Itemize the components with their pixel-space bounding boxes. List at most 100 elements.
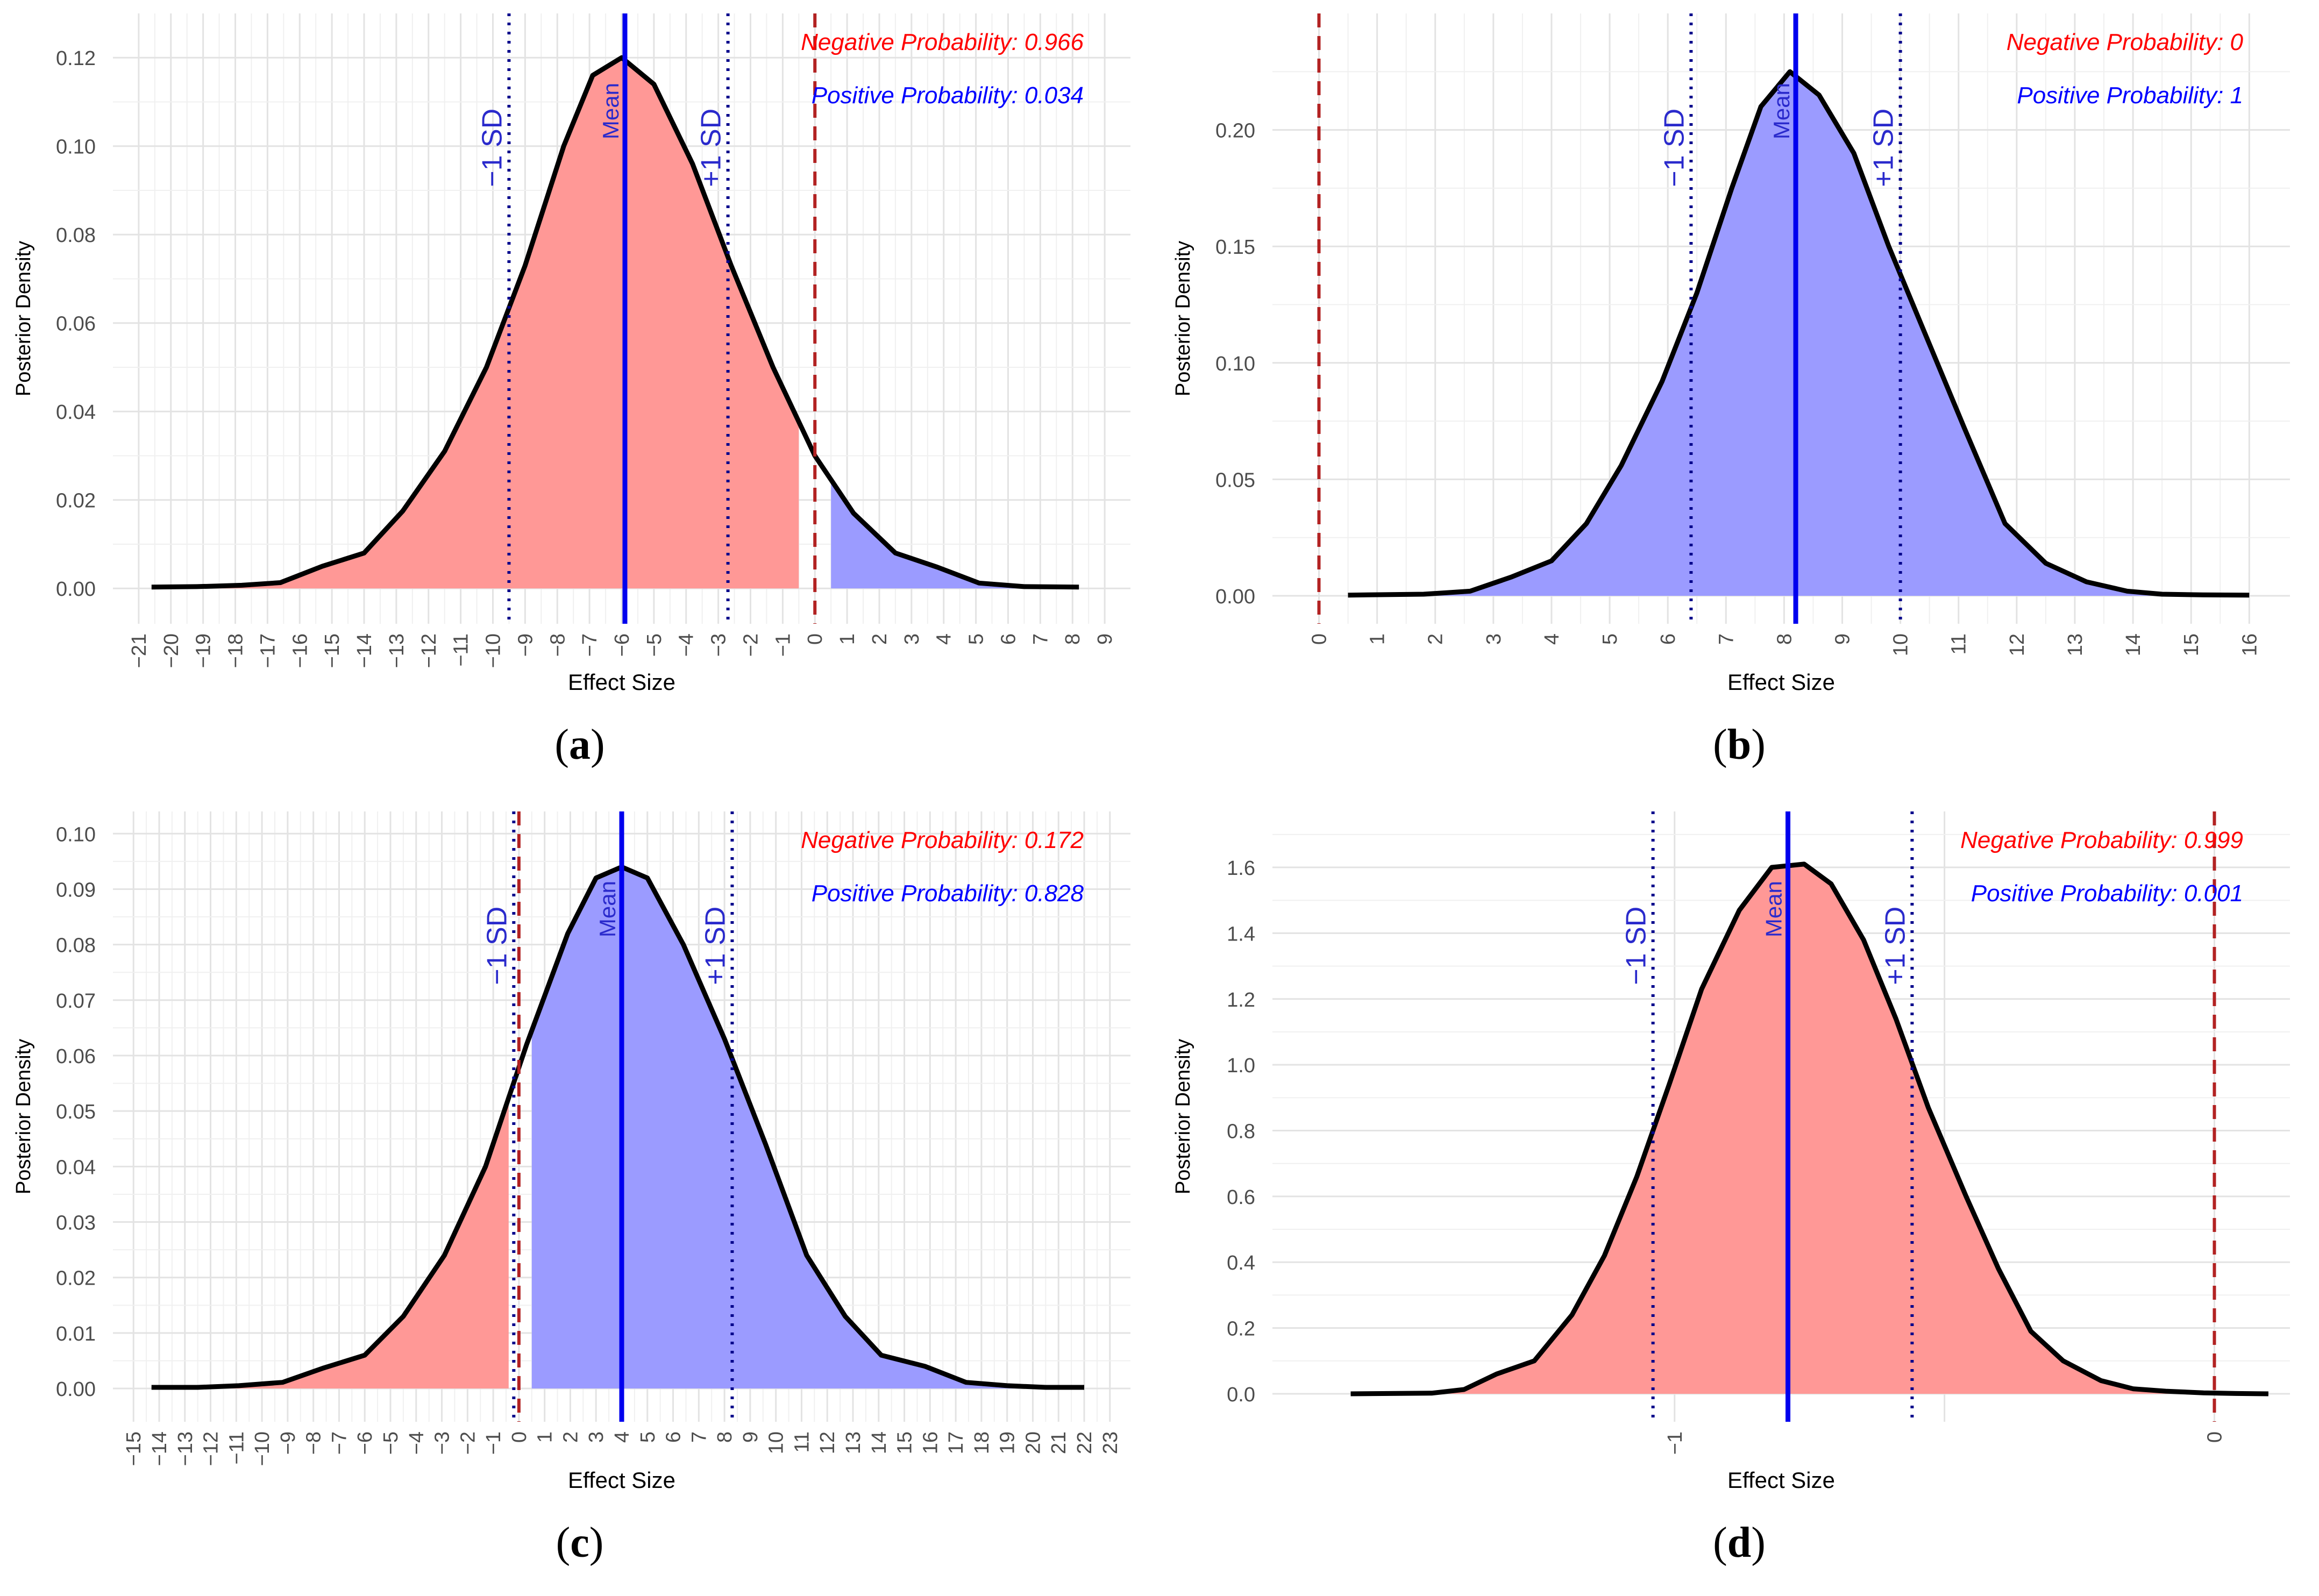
- x-tick-label: −6: [611, 633, 634, 657]
- x-axis-title: Effect Size: [568, 669, 675, 695]
- negative-area-fill: [151, 58, 799, 589]
- x-tick-label: −11: [225, 1431, 248, 1465]
- x-tick-label: 6: [1657, 633, 1680, 645]
- x-tick-label: 2: [1425, 633, 1447, 645]
- x-tick-label: −3: [708, 633, 730, 657]
- y-tick-label: 0.07: [56, 990, 96, 1013]
- sd-lower-label: −1 SD: [1659, 109, 1690, 187]
- y-tick-label: 0.03: [56, 1212, 96, 1235]
- x-tick-label: 14: [2122, 633, 2145, 656]
- x-tick-label: 7: [1715, 633, 1738, 645]
- x-tick-label: 8: [1062, 633, 1084, 645]
- x-tick-label: −4: [406, 1431, 428, 1455]
- x-tick-label: 4: [1541, 633, 1563, 645]
- x-tick-label: 11: [1948, 633, 1971, 654]
- sd-lower-label: −1 SD: [481, 907, 513, 985]
- x-tick-label: 14: [868, 1431, 891, 1454]
- y-tick-label: 0.04: [56, 401, 96, 424]
- x-tick-label: 6: [663, 1431, 685, 1443]
- x-tick-label: −8: [303, 1431, 325, 1455]
- x-tick-label: −12: [418, 633, 440, 668]
- x-tick-label: 3: [585, 1431, 608, 1443]
- panel-d: Mean −1 SD +1 SD Negative Probability: 0.99…: [1160, 798, 2319, 1596]
- x-tick-label: −11: [450, 633, 473, 667]
- positive-area-fill: [531, 867, 1084, 1389]
- x-tick-label: −14: [148, 1431, 171, 1466]
- x-tick-label: −3: [431, 1431, 454, 1455]
- x-tick-label: 22: [1073, 1431, 1096, 1454]
- x-tick-label: 17: [945, 1431, 968, 1454]
- x-tick-label: 9: [1094, 633, 1116, 645]
- x-tick-label: 1: [836, 633, 859, 645]
- y-tick-label: 0.08: [56, 224, 96, 247]
- negative-probability-label: Negative Probability: 0.999: [1960, 827, 2243, 853]
- density-curve: [1348, 69, 2250, 598]
- density-curve: [1350, 861, 2268, 1396]
- y-tick-label: 0.00: [56, 1378, 96, 1401]
- panel-caption-b: (b): [1713, 721, 1766, 768]
- x-tick-label: −6: [354, 1431, 376, 1455]
- x-tick-label: 19: [997, 1431, 1019, 1454]
- x-tick-label: 1: [534, 1431, 557, 1443]
- x-tick-label: 2: [869, 633, 891, 645]
- x-tick-label: −7: [579, 633, 601, 657]
- x-tick-label: −9: [277, 1431, 300, 1455]
- x-tick-label: −13: [174, 1431, 197, 1466]
- y-tick-label: 0.12: [56, 47, 96, 70]
- density-chart-b: Mean −1 SD +1 SD Negative Probability: 0 Pos…: [1172, 13, 2290, 695]
- x-tick-label: 23: [1099, 1431, 1122, 1454]
- x-tick-label: 15: [894, 1431, 916, 1454]
- x-tick-label: 8: [714, 1431, 736, 1443]
- density-chart-c: Mean −1 SD +1 SD Negative Probability: 0.17…: [12, 811, 1130, 1493]
- y-tick-label: 0.08: [56, 935, 96, 957]
- x-tick-label: 0: [508, 1431, 531, 1443]
- x-tick-label: −4: [675, 633, 698, 657]
- x-axis-title: Effect Size: [568, 1467, 675, 1493]
- y-axis-title: Posterior Density: [1172, 241, 1194, 396]
- x-tick-label: −10: [251, 1431, 274, 1466]
- panel-caption-d: (d): [1713, 1519, 1766, 1566]
- panel-caption-c: (c): [556, 1519, 604, 1566]
- mean-label: Mean: [1761, 881, 1787, 937]
- x-tick-label: −17: [257, 633, 279, 668]
- y-tick-label: 0.10: [1215, 353, 1255, 375]
- y-tick-label: 1.2: [1227, 989, 1255, 1011]
- x-tick-label: 6: [997, 633, 1020, 645]
- x-tick-label: −14: [353, 633, 376, 668]
- x-tick-label: 20: [1022, 1431, 1044, 1454]
- negative-probability-label: Negative Probability: 0.966: [801, 29, 1084, 55]
- y-tick-label: 0.09: [56, 879, 96, 901]
- x-tick-label: −21: [128, 633, 151, 668]
- x-tick-label: 13: [2064, 633, 2087, 656]
- x-tick-label: −7: [328, 1431, 351, 1455]
- positive-probability-label: Positive Probability: 0.001: [1971, 880, 2243, 907]
- positive-area-fill: [1348, 72, 2250, 596]
- negative-area-fill: [1350, 864, 2215, 1394]
- y-axis-title: Posterior Density: [12, 1039, 35, 1194]
- mean-label: Mean: [1769, 83, 1794, 139]
- x-tick-label: 15: [2180, 633, 2203, 656]
- x-tick-label: 5: [1599, 633, 1621, 645]
- x-tick-label: −10: [482, 633, 505, 668]
- sd-upper-label: +1 SD: [1868, 109, 1900, 187]
- negative-probability-label: Negative Probability: 0.172: [801, 827, 1084, 853]
- x-tick-label: 1: [1367, 633, 1389, 645]
- y-tick-label: 0.02: [56, 1267, 96, 1290]
- x-tick-label: 3: [901, 633, 923, 645]
- y-tick-label: 0.05: [56, 1101, 96, 1123]
- x-tick-label: 7: [1029, 633, 1052, 645]
- x-tick-label: −20: [160, 633, 183, 668]
- x-tick-label: −12: [200, 1431, 223, 1466]
- positive-probability-label: Positive Probability: 0.034: [812, 82, 1084, 109]
- x-tick-label: 8: [1773, 633, 1796, 645]
- positive-area-fill: [831, 480, 1079, 589]
- y-tick-label: 0.05: [1215, 469, 1255, 491]
- x-tick-label: 9: [1832, 633, 1854, 645]
- y-tick-label: 0.06: [56, 313, 96, 336]
- density-chart-a: Mean −1 SD +1 SD Negative Probability: 0.96…: [12, 13, 1130, 695]
- x-tick-label: −2: [739, 633, 762, 657]
- x-tick-label: −5: [380, 1431, 402, 1455]
- sd-lower-label: −1 SD: [1621, 907, 1652, 985]
- x-tick-label: 5: [965, 633, 988, 645]
- x-tick-label: −19: [193, 633, 215, 668]
